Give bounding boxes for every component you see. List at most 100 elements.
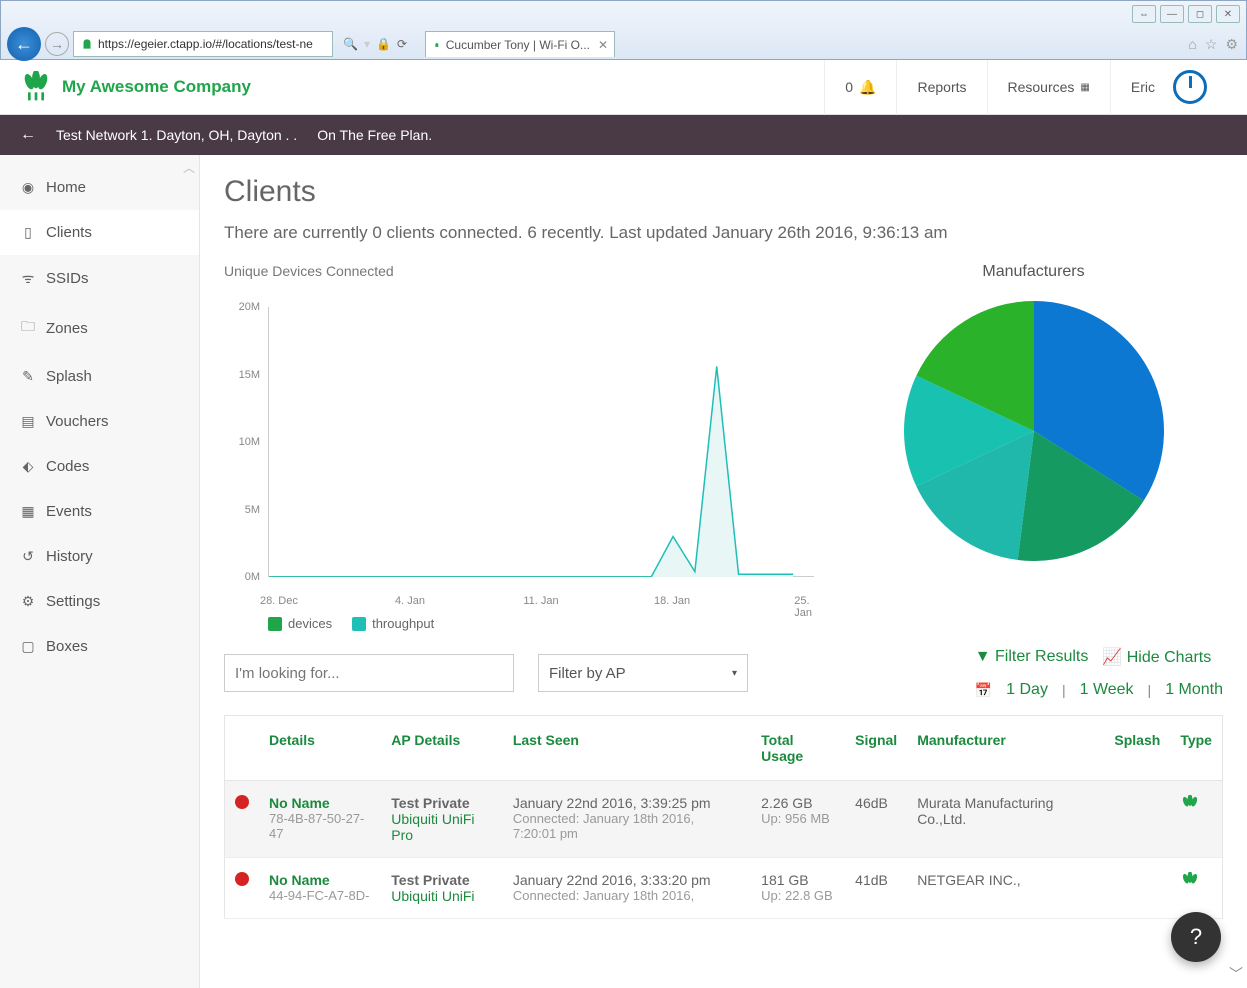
search-icon[interactable]: 🔍: [343, 37, 358, 51]
type-icon: [1180, 795, 1200, 815]
main-content: Clients There are currently 0 clients co…: [200, 155, 1247, 988]
sidebar-item-history[interactable]: ↺History: [0, 534, 199, 579]
chevron-down-icon: ▾: [732, 668, 737, 679]
user-menu[interactable]: Eric: [1110, 60, 1227, 115]
filter-results-link[interactable]: ▼ Filter Results: [975, 648, 1089, 666]
filter-ap-label: Filter by AP: [549, 665, 626, 682]
logo-icon[interactable]: [20, 71, 52, 103]
notifications-button[interactable]: 0 🔔: [824, 60, 896, 115]
sidebar-item-label: Splash: [46, 368, 92, 385]
sidebar-item-settings[interactable]: ⚙Settings: [0, 579, 199, 624]
table-header[interactable]: Signal: [845, 716, 907, 781]
sidebar-item-clients[interactable]: ▯Clients: [0, 210, 199, 255]
scroll-down-icon[interactable]: ﹀: [1229, 964, 1243, 984]
power-icon[interactable]: [1173, 70, 1207, 104]
x-tick-label: 28. Dec: [260, 595, 298, 607]
sidebar-item-boxes[interactable]: ▢Boxes: [0, 624, 199, 669]
chrome-right-icons: ⌂ ☆ ⚙: [1188, 36, 1238, 53]
window-close-icon[interactable]: ✕: [1216, 5, 1240, 23]
usage-up: Up: 956 MB: [761, 811, 835, 826]
book-icon: ▤: [20, 413, 36, 430]
sidebar-item-splash[interactable]: ✎Splash: [0, 354, 199, 399]
page-subtitle: There are currently 0 clients connected.…: [224, 223, 1223, 243]
hide-charts-link[interactable]: 📈 Hide Charts: [1102, 647, 1211, 667]
window-minimize-icon[interactable]: —: [1160, 5, 1184, 23]
range-1month[interactable]: 1 Month: [1165, 681, 1223, 699]
line-chart-title: Unique Devices Connected: [224, 263, 814, 279]
address-icons: 🔍 ▾ 🔒 ⟳: [337, 37, 413, 51]
sidebar-item-zones[interactable]: 🗀Zones: [0, 302, 199, 354]
address-bar[interactable]: https://egeier.ctapp.io/#/locations/test…: [73, 31, 333, 57]
tablet-icon: ▯: [20, 224, 36, 241]
legend-item[interactable]: throughput: [352, 616, 434, 631]
table-header[interactable]: [225, 716, 260, 781]
reports-label: Reports: [917, 79, 966, 95]
table-row[interactable]: No Name44-94-FC-A7-8D- Test PrivateUbiqu…: [225, 858, 1223, 919]
y-tick-label: 10M: [239, 436, 260, 448]
scroll-up-icon[interactable]: ︿: [183, 159, 195, 176]
nav-back-button[interactable]: ←: [7, 27, 41, 61]
ap-device[interactable]: Ubiquiti UniFi Pro: [391, 811, 493, 843]
table-header[interactable]: Details: [259, 716, 381, 781]
help-button[interactable]: ?: [1171, 912, 1221, 962]
last-seen: January 22nd 2016, 3:33:20 pm: [513, 872, 741, 888]
sidebar-item-codes[interactable]: ⬖Codes: [0, 444, 199, 489]
search-input[interactable]: [224, 654, 514, 692]
home-icon[interactable]: ⌂: [1188, 36, 1196, 53]
ap-name: Test Private: [391, 872, 493, 888]
calendar-icon: 📅: [975, 682, 992, 699]
usage-total: 181 GB: [761, 872, 835, 888]
tools-icon[interactable]: ⚙: [1225, 36, 1238, 53]
y-tick-label: 5M: [245, 504, 260, 516]
favorites-icon[interactable]: ☆: [1205, 36, 1218, 53]
refresh-icon[interactable]: ⟳: [397, 37, 407, 51]
sidebar-item-label: SSIDs: [46, 270, 89, 287]
line-chart: 0M5M10M15M20M 28. Dec4. Jan11. Jan18. Ja…: [224, 287, 814, 607]
splash: [1104, 858, 1170, 919]
dashboard-icon: ◉: [20, 179, 36, 196]
tab-title: Cucumber Tony | Wi-Fi O...: [446, 38, 590, 52]
gears-icon: ⚙: [20, 593, 36, 610]
breadcrumb-bar: ← Test Network 1. Dayton, OH, Dayton . .…: [0, 115, 1247, 155]
window-maximize-icon[interactable]: ◻: [1188, 5, 1212, 23]
manufacturer: Murata Manufacturing Co.,Ltd.: [907, 781, 1104, 858]
sidebar-item-home[interactable]: ◉ Home: [0, 165, 199, 210]
reports-link[interactable]: Reports: [896, 60, 986, 115]
table-header[interactable]: Last Seen: [503, 716, 751, 781]
window-buttons: ⇔ — ◻ ✕: [1132, 5, 1240, 23]
breadcrumb-back-icon[interactable]: ←: [20, 126, 36, 144]
grid-icon: ▦: [1080, 82, 1089, 93]
table-header[interactable]: Manufacturer: [907, 716, 1104, 781]
tags-icon: ⬖: [20, 458, 36, 475]
legend-item[interactable]: devices: [268, 616, 332, 631]
nav-forward-button[interactable]: →: [45, 32, 69, 56]
table-header[interactable]: Total Usage: [751, 716, 845, 781]
table-header[interactable]: Splash: [1104, 716, 1170, 781]
company-name[interactable]: My Awesome Company: [62, 77, 251, 97]
status-dot-icon: [235, 795, 249, 809]
sidebar-item-ssids[interactable]: ᯤSSIDs: [0, 255, 199, 302]
tab-close-icon[interactable]: ✕: [598, 38, 608, 52]
resources-link[interactable]: Resources ▦: [987, 60, 1110, 115]
legend-swatch-icon: [268, 617, 282, 631]
range-1day[interactable]: 1 Day: [1006, 681, 1048, 699]
window-restore-icon[interactable]: ⇔: [1132, 5, 1156, 23]
table-row[interactable]: No Name78-4B-87-50-27-47 Test PrivateUbi…: [225, 781, 1223, 858]
lock-icon: 🔒: [376, 37, 391, 51]
filter-ap-select[interactable]: Filter by AP ▾: [538, 654, 748, 692]
client-name[interactable]: No Name: [269, 795, 371, 811]
client-name[interactable]: No Name: [269, 872, 371, 888]
question-icon: ?: [1190, 924, 1202, 950]
usage-up: Up: 22.8 GB: [761, 888, 835, 903]
range-1week[interactable]: 1 Week: [1080, 681, 1134, 699]
sidebar-item-label: Boxes: [46, 638, 88, 655]
sidebar-item-vouchers[interactable]: ▤Vouchers: [0, 399, 199, 444]
table-header[interactable]: Type: [1170, 716, 1222, 781]
sidebar-item-label: Home: [46, 179, 86, 196]
browser-tab[interactable]: Cucumber Tony | Wi-Fi O... ✕: [425, 31, 615, 57]
sidebar-item-events[interactable]: ▦Events: [0, 489, 199, 534]
last-seen: January 22nd 2016, 3:39:25 pm: [513, 795, 741, 811]
table-header[interactable]: AP Details: [381, 716, 503, 781]
breadcrumb-network[interactable]: Test Network 1. Dayton, OH, Dayton . .: [56, 127, 297, 143]
ap-device[interactable]: Ubiquiti UniFi: [391, 888, 493, 904]
